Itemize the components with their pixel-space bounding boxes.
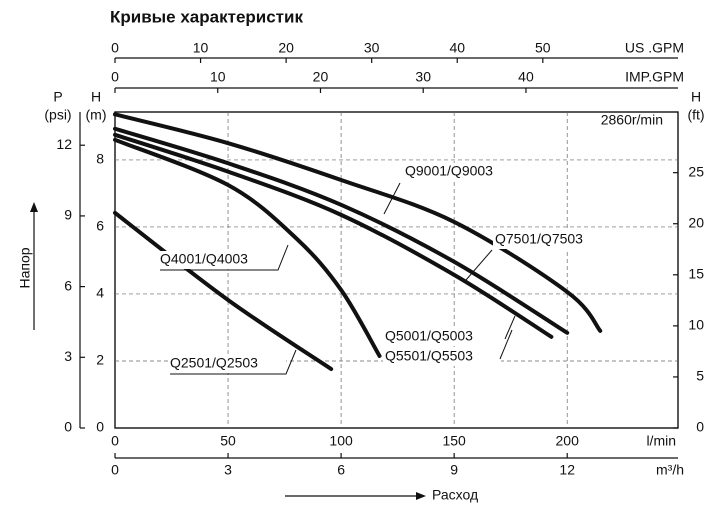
y-title: Напор xyxy=(17,247,33,288)
x-us-tick-label: 30 xyxy=(364,40,380,56)
plot-frame xyxy=(114,111,679,429)
psi-tick-label: 12 xyxy=(56,136,72,152)
x-axis-label: l/min xyxy=(646,433,676,449)
x-imp-tick-label: 10 xyxy=(210,69,226,85)
x-imp-tick-label: 0 xyxy=(111,69,119,85)
curve-label: Q7501/Q7503 xyxy=(495,231,583,247)
x-us-tick-label: 50 xyxy=(535,40,551,56)
x-m3h-tick-label: 12 xyxy=(559,462,575,478)
ft-tick-label: 20 xyxy=(688,214,704,230)
y-axis-label: H xyxy=(91,89,101,105)
x-us-label: US .GPM xyxy=(625,40,684,56)
x-arrow-head xyxy=(416,492,426,500)
x-m3h-label: m³/h xyxy=(656,462,684,478)
ft-tick-label: 25 xyxy=(688,163,704,179)
label-bg xyxy=(493,231,611,249)
curve-label: Q2501/Q2503 xyxy=(170,355,258,371)
pump-curve xyxy=(113,210,334,372)
ft-tick-label: 10 xyxy=(688,317,704,333)
x-m3h-tick-label: 9 xyxy=(450,462,458,478)
y-arrow-head xyxy=(30,202,38,212)
pump-curve xyxy=(113,126,570,335)
curve-label: Q4001/Q4003 xyxy=(160,251,248,267)
label-bg xyxy=(383,348,501,366)
x-imp-tick-label: 30 xyxy=(415,69,431,85)
ft-tick-label: 15 xyxy=(688,266,704,282)
x-m3h-tick-label: 3 xyxy=(224,462,232,478)
y-tick-label: 0 xyxy=(96,419,104,435)
curve-label: Q5001/Q5003 xyxy=(385,328,473,344)
psi-tick-label: 9 xyxy=(64,207,72,223)
x-imp-label: IMP.GPM xyxy=(625,69,684,85)
ft-tick-label: 5 xyxy=(696,368,704,384)
y-tick-label: 2 xyxy=(96,352,104,368)
x-m3h-tick-label: 6 xyxy=(337,462,345,478)
leader-line xyxy=(160,244,289,271)
x-us-tick-label: 0 xyxy=(111,40,119,56)
curve-label: Q9001/Q9003 xyxy=(405,163,493,179)
x-us-tick-label: 20 xyxy=(278,40,294,56)
label-bg xyxy=(403,163,521,181)
ft-axis-label: (ft) xyxy=(687,107,704,123)
x-imp-tick-label: 20 xyxy=(313,69,329,85)
label-bg xyxy=(383,328,501,346)
speed-label: 2860r/min xyxy=(601,111,663,127)
x-imp-tick-label: 40 xyxy=(518,69,534,85)
y-tick-label: 4 xyxy=(96,285,104,301)
x-us-tick-label: 40 xyxy=(449,40,465,56)
y-tick-label: 8 xyxy=(96,151,104,167)
leader-line xyxy=(504,315,516,340)
pump-curve xyxy=(113,132,554,339)
pump-curve xyxy=(113,112,603,333)
x-tick-label: 150 xyxy=(442,433,466,449)
label-bg xyxy=(158,251,276,269)
leader-line xyxy=(499,329,513,360)
leader-line xyxy=(383,182,401,215)
x-us-tick-label: 10 xyxy=(193,40,209,56)
label-bg xyxy=(168,355,286,373)
chart-title: Кривые характеристик xyxy=(110,7,303,26)
x-title: Расход xyxy=(432,487,478,503)
psi-tick-label: 6 xyxy=(64,277,72,293)
pump-curve xyxy=(113,137,382,358)
x-tick-label: 200 xyxy=(556,433,580,449)
x-tick-label: 50 xyxy=(220,433,236,449)
y-axis-label: (m) xyxy=(86,107,107,123)
y-tick-label: 6 xyxy=(96,218,104,234)
psi-tick-label: 3 xyxy=(64,348,72,364)
x-m3h-tick-label: 0 xyxy=(111,462,119,478)
curve-label: Q5501/Q5503 xyxy=(385,348,473,364)
x-tick-label: 100 xyxy=(329,433,353,449)
ft-tick-label: 0 xyxy=(696,419,704,435)
leader-line xyxy=(465,249,493,281)
psi-axis-label: (psi) xyxy=(44,107,71,123)
x-tick-label: 0 xyxy=(111,433,119,449)
psi-tick-label: 0 xyxy=(64,419,72,435)
ft-axis-label: H xyxy=(691,89,701,105)
psi-axis-label: P xyxy=(53,89,62,105)
leader-line xyxy=(170,349,297,375)
